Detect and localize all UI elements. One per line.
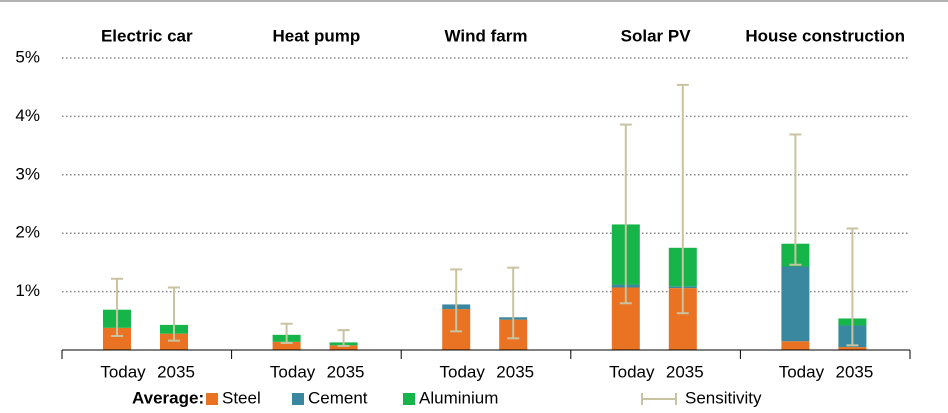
bar-segment — [329, 345, 358, 350]
legend-swatch — [403, 393, 415, 405]
y-tick-label: 1% — [15, 281, 40, 300]
group-title: Solar PV — [621, 26, 692, 45]
period-label: 2035 — [157, 362, 195, 381]
bar-segment — [781, 341, 810, 350]
group-title: Wind farm — [445, 26, 528, 45]
period-label: Today — [270, 362, 316, 381]
period-label: Today — [609, 362, 655, 381]
period-label: 2035 — [327, 362, 365, 381]
legend-label: Steel — [222, 388, 261, 407]
bar-segment — [160, 333, 188, 350]
y-tick-label: 4% — [15, 106, 40, 125]
period-label: 2035 — [835, 362, 873, 381]
legend-label: Aluminium — [419, 388, 498, 407]
bar-segment — [838, 347, 867, 350]
period-label: Today — [440, 362, 486, 381]
bar-segment — [781, 266, 810, 342]
period-label: Today — [100, 362, 146, 381]
legend-swatch — [206, 393, 218, 405]
y-tick-label: 2% — [15, 223, 40, 242]
legend-label: Cement — [308, 388, 368, 407]
group-title: Heat pump — [272, 26, 360, 45]
y-tick-label: 3% — [15, 164, 40, 183]
bar-segment — [103, 327, 131, 350]
period-label: Today — [779, 362, 825, 381]
legend-label: Sensitivity — [685, 388, 762, 407]
period-label: 2035 — [666, 362, 704, 381]
y-tick-label: 5% — [15, 47, 40, 66]
group-title: Electric car — [101, 26, 193, 45]
period-label: 2035 — [496, 362, 534, 381]
legend-swatch — [292, 393, 304, 405]
group-title: House construction — [745, 26, 905, 45]
legend-title: Average: — [132, 388, 204, 407]
bar-segment — [272, 341, 301, 350]
